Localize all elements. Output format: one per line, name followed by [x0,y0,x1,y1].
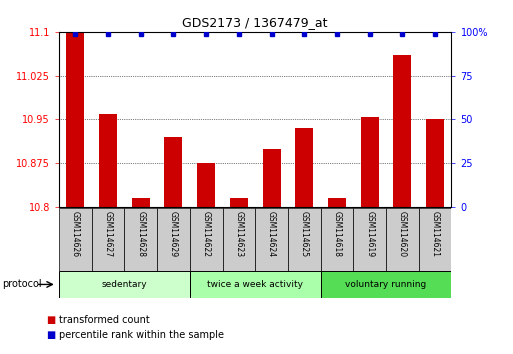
Text: GSM114619: GSM114619 [365,211,374,257]
Text: sedentary: sedentary [102,280,147,289]
FancyBboxPatch shape [59,271,190,298]
Text: GSM114629: GSM114629 [169,211,178,257]
FancyBboxPatch shape [223,208,255,271]
Bar [263,149,281,207]
Title: GDS2173 / 1367479_at: GDS2173 / 1367479_at [183,16,328,29]
FancyBboxPatch shape [255,208,288,271]
Bar [295,128,313,207]
Text: GSM114623: GSM114623 [234,211,243,257]
Text: GSM114628: GSM114628 [136,211,145,257]
Bar [165,137,183,207]
Bar [66,32,84,207]
Bar [328,198,346,207]
Bar [197,163,215,207]
Text: GSM114622: GSM114622 [202,211,211,257]
Text: ■: ■ [46,315,55,325]
Bar [230,198,248,207]
Text: protocol: protocol [3,279,42,290]
FancyBboxPatch shape [124,208,157,271]
Text: GSM114627: GSM114627 [104,211,112,257]
Text: voluntary running: voluntary running [345,280,427,289]
Text: percentile rank within the sample: percentile rank within the sample [59,330,224,340]
Text: ■: ■ [46,330,55,340]
Bar [393,55,411,207]
FancyBboxPatch shape [321,208,353,271]
FancyBboxPatch shape [59,208,92,271]
FancyBboxPatch shape [353,208,386,271]
Text: GSM114621: GSM114621 [430,211,440,257]
FancyBboxPatch shape [190,271,321,298]
Bar [426,120,444,207]
Text: GSM114625: GSM114625 [300,211,309,257]
FancyBboxPatch shape [419,208,451,271]
Text: transformed count: transformed count [59,315,150,325]
Bar [99,114,117,207]
FancyBboxPatch shape [386,208,419,271]
Bar [132,198,150,207]
FancyBboxPatch shape [92,208,124,271]
FancyBboxPatch shape [157,208,190,271]
Text: GSM114626: GSM114626 [71,211,80,257]
FancyBboxPatch shape [190,208,223,271]
FancyBboxPatch shape [288,208,321,271]
Bar [361,116,379,207]
FancyBboxPatch shape [321,271,451,298]
Text: twice a week activity: twice a week activity [207,280,303,289]
Text: GSM114618: GSM114618 [332,211,342,257]
Text: GSM114620: GSM114620 [398,211,407,257]
Text: GSM114624: GSM114624 [267,211,276,257]
